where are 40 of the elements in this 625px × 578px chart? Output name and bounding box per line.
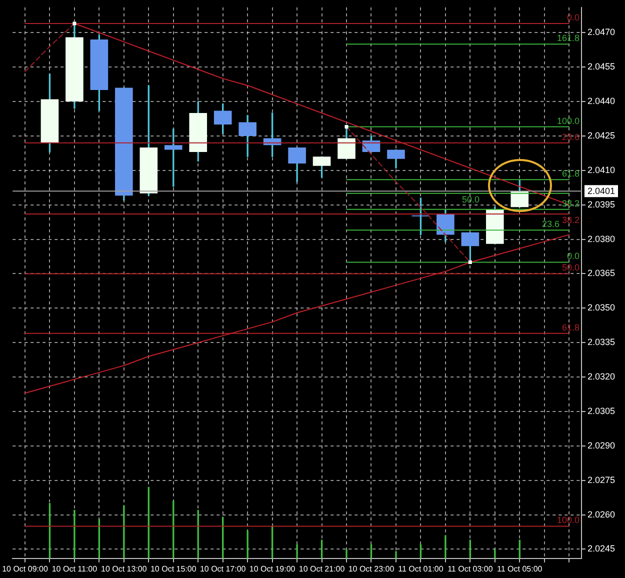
y-tick-label: 2.0350 — [587, 302, 616, 313]
series-label: 61.8 — [562, 322, 580, 332]
series-label: 100.0 — [556, 515, 580, 526]
x-tick-label: 10 Oct 09:00 — [2, 564, 48, 574]
x-tick-label: 10 Oct 21:00 — [298, 564, 346, 574]
y-tick-label: 2.0365 — [587, 268, 616, 278]
y-tick-label: 2.0425 — [587, 130, 616, 140]
x-tick-label: 10 Oct 11:00 — [52, 564, 98, 574]
y-tick-label: 2.0275 — [587, 474, 616, 485]
y-tick-label: 2.0260 — [587, 509, 616, 520]
y-tick-label: 2.0455 — [587, 62, 616, 72]
series-label: 0.0 — [566, 251, 580, 262]
y-tick-label: 2.0380 — [587, 234, 616, 244]
y-tick-label: 2.0335 — [587, 337, 616, 348]
x-tick-label: 10 Oct 13:00 — [101, 564, 148, 574]
series-label: 50.0 — [462, 194, 480, 204]
ref-line-label: 2.0401 — [587, 186, 616, 196]
x-tick-label: 11 Oct 01:00 — [398, 564, 444, 574]
series-label: 0.0 — [566, 12, 580, 22]
x-tick-label: 10 Oct 23:00 — [348, 564, 395, 574]
series-label: 38.2 — [562, 215, 580, 226]
y-tick-label: 2.0410 — [587, 164, 616, 175]
y-tick-label: 2.0320 — [587, 372, 616, 382]
y-tick-label: 2.0245 — [587, 544, 616, 554]
series-label: 23.6 — [562, 132, 580, 142]
y-tick-label: 2.0440 — [587, 96, 616, 106]
series-label: 161.8 — [556, 33, 580, 44]
x-tick-label: 10 Oct 17:00 — [200, 564, 246, 574]
x-tick-label: 11 Oct 05:00 — [497, 564, 543, 574]
series-label: 61.8 — [562, 168, 580, 179]
series-label: 50.0 — [562, 262, 580, 273]
y-tick-label: 2.0290 — [587, 440, 616, 450]
x-tick-label: 10 Oct 19:00 — [249, 564, 296, 574]
y-tick-label: 2.0470 — [587, 27, 616, 38]
x-tick-label: 11 Oct 03:00 — [448, 564, 494, 574]
series-label: 100.0 — [556, 116, 580, 126]
x-tick-label: 10 Oct 15:00 — [150, 564, 197, 574]
series-label: 23.6 — [542, 219, 560, 230]
y-tick-label: 2.0395 — [587, 199, 616, 210]
y-tick-label: 2.0305 — [587, 406, 616, 416]
